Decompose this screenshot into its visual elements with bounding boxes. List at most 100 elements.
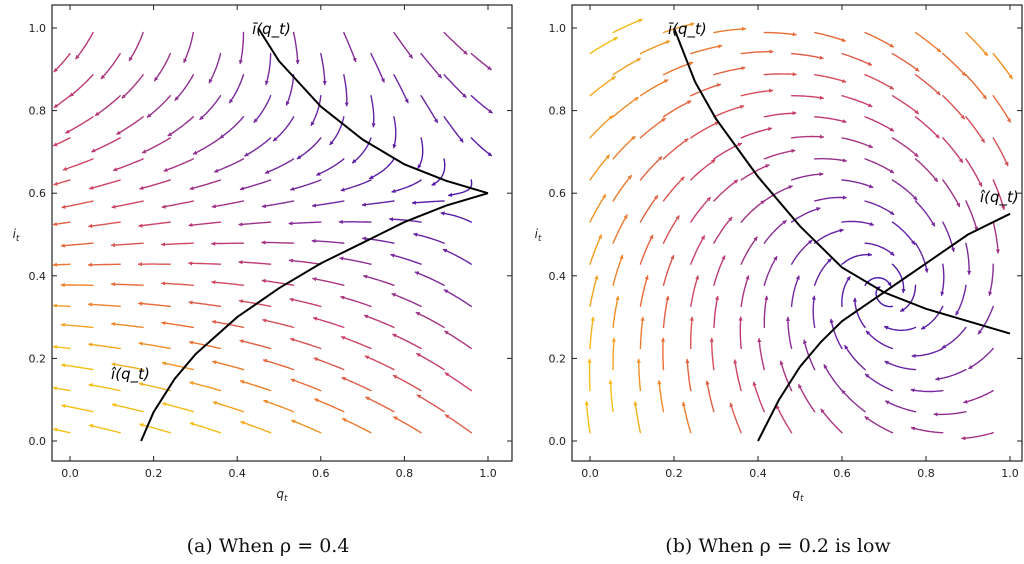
stream-line-117 (369, 158, 395, 180)
stream-line-123 (244, 137, 272, 157)
stream-line-147 (713, 66, 746, 76)
x-tick-label: 1.0 (479, 467, 497, 480)
stream-line-75 (390, 253, 422, 265)
stream-line-163 (662, 22, 695, 34)
stream-line-137 (639, 79, 669, 97)
x-tick-label: 0.2 (665, 467, 683, 480)
stream-line-121 (141, 137, 171, 154)
stream-line-60 (612, 254, 624, 286)
stream-line-150 (343, 74, 349, 107)
stream-line-41 (392, 333, 422, 350)
stream-line-34 (52, 344, 71, 350)
stream-line-126 (942, 137, 964, 163)
stream-line-5 (820, 408, 843, 434)
stream-line-169 (443, 31, 468, 55)
stream-line-65 (312, 277, 345, 286)
stream-line-161 (992, 52, 1013, 80)
stream-line-72 (238, 260, 272, 265)
stream-line-129 (662, 100, 692, 118)
stream-line-44 (662, 295, 670, 329)
stream-line-67 (955, 284, 967, 316)
stream-line-57 (340, 295, 372, 308)
stream-line-82 (864, 242, 895, 256)
stream-line-12 (212, 401, 245, 413)
stream-line-66 (362, 274, 395, 286)
stream-line-40 (340, 336, 372, 350)
stream-line-72 (790, 239, 813, 265)
stream-line-67 (414, 271, 445, 286)
stream-line-43 (60, 322, 94, 329)
stream-line-112 (662, 138, 689, 160)
stream-line-155 (690, 44, 723, 55)
stream-line-47 (262, 318, 295, 329)
stream-line-1 (633, 401, 642, 434)
stream-line-112 (112, 158, 144, 172)
stream-line-104 (139, 179, 171, 190)
panel-a: ī(q_t) î(q_t) 0.0 0.2 0.4 0.6 0.8 1.0 0.0 0.2 0.4… (13, 4, 513, 557)
stream-line-34 (589, 316, 595, 350)
stream-line-39 (289, 337, 322, 350)
stream-line-23 (864, 373, 894, 392)
stream-line-157 (264, 52, 272, 86)
stream-line-62 (160, 281, 194, 286)
stream-line-119 (52, 137, 71, 147)
stream-line-166 (292, 31, 300, 65)
y-tick-label: 0.0 (29, 435, 47, 448)
stream-line-165 (763, 31, 797, 37)
stream-line-152 (965, 74, 987, 100)
stream-line-85 (589, 194, 607, 223)
stream-line-157 (790, 52, 824, 60)
stream-line-41 (911, 347, 944, 358)
stream-line-74 (339, 256, 372, 265)
stream-line-69 (87, 262, 121, 267)
stream-line-134 (392, 116, 397, 149)
stream-line-61 (662, 254, 675, 286)
y-tick-label: 0.2 (29, 352, 47, 365)
x-axis-label: qt (792, 487, 804, 504)
stream-line-139 (740, 88, 774, 97)
stream-line-117 (914, 158, 939, 183)
stream-line-83 (361, 236, 395, 244)
stream-line-103 (639, 156, 663, 181)
y-tick-label: 0.4 (29, 270, 47, 283)
x-axis-label: qt (276, 487, 288, 504)
stream-line-35 (88, 342, 121, 350)
x-tick-label: 0.2 (145, 467, 163, 480)
stream-line-15 (365, 396, 395, 413)
stream-line-45 (713, 295, 720, 329)
stream-line-38 (785, 316, 793, 350)
stream-line-149 (814, 74, 847, 83)
stream-line-81 (261, 240, 295, 245)
stream-line-11 (705, 380, 715, 413)
stream-line-40 (865, 330, 894, 350)
stream-line-64 (814, 258, 832, 286)
stream-line-102 (589, 154, 610, 181)
stream-line-116 (864, 158, 895, 174)
stream-line-79 (713, 216, 733, 244)
stream-line-7 (393, 416, 422, 434)
stream-line-13 (263, 399, 295, 413)
stream-line-58 (391, 293, 422, 308)
stream-line-131 (763, 111, 797, 118)
stream-line-48 (312, 316, 345, 329)
stream-line-128 (612, 96, 639, 118)
stream-line-93 (440, 211, 472, 223)
stream-line-132 (814, 116, 847, 124)
stream-line-142 (370, 95, 376, 128)
stream-line-83 (914, 242, 929, 273)
stream-line-49 (363, 314, 395, 329)
stream-line-168 (914, 31, 942, 53)
stream-line-15 (884, 400, 917, 413)
curve-label-1: î(q_t) (111, 365, 150, 384)
stream-line-97 (763, 185, 793, 202)
stream-line-17 (52, 386, 71, 392)
stream-line-120 (639, 117, 666, 139)
stream-line-52 (639, 275, 649, 308)
curve-label-0: ī(q_t) (252, 20, 291, 39)
stream-line-81 (814, 228, 844, 244)
stream-line-127 (470, 137, 493, 157)
stream-line-165 (238, 31, 245, 65)
stream-line-66 (899, 284, 917, 312)
stream-line-100 (914, 200, 936, 227)
stream-line-59 (977, 305, 994, 335)
